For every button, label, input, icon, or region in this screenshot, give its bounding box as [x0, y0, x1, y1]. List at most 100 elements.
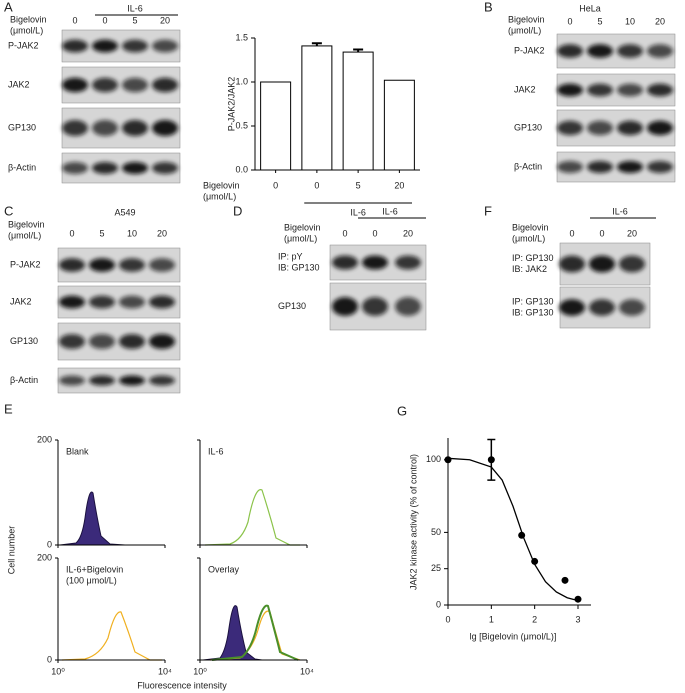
row-label: β-Actin [514, 161, 542, 171]
lane-label: 5 [99, 228, 104, 238]
x-tick-label: 10⁰ [193, 666, 207, 676]
cell-line-label: HeLa [579, 3, 601, 13]
blot-band [152, 77, 178, 93]
treatment-label: IL-6 [127, 3, 143, 13]
blot-band [557, 83, 583, 97]
blot-band [59, 258, 85, 272]
blot-band [619, 255, 645, 273]
blot-band [559, 299, 585, 316]
blot-band [92, 39, 118, 53]
x-tick-label: 1 [489, 614, 494, 624]
panel-letter: A [4, 0, 13, 14]
blot-band [557, 161, 583, 173]
blot-band [92, 162, 118, 174]
lane-label: 20 [627, 228, 637, 238]
dose-unit: (μmol/L) [10, 25, 43, 35]
row-label: IB: JAK2 [512, 264, 547, 274]
panel-letter: B [484, 0, 493, 14]
y-tick-label: 25 [431, 563, 441, 573]
group-label: IL-6 [350, 207, 366, 217]
lane-label: 20 [160, 15, 170, 25]
row-label: IP: GP130 [512, 296, 554, 306]
y-axis-label: Cell number [6, 526, 16, 575]
blot-band [152, 120, 178, 136]
panel-letter: G [397, 403, 407, 418]
row-label: P-JAK2 [8, 40, 39, 50]
blot-band [557, 44, 583, 58]
panel-letter: C [4, 203, 13, 218]
blot-band [395, 255, 421, 270]
lane-label: 20 [403, 228, 413, 238]
blot-band [149, 375, 175, 386]
blot-band [62, 162, 88, 174]
y-tick-label: 100 [426, 454, 441, 464]
lane-label: 0 [567, 16, 572, 26]
blot-band [152, 39, 178, 53]
data-point [531, 557, 539, 565]
blot-band [557, 120, 583, 136]
blot-band [647, 44, 673, 58]
row-label: GP130 [10, 336, 38, 346]
dose-label: Bigelovin [508, 14, 545, 24]
blot-band [62, 120, 88, 136]
blot-band [332, 255, 358, 270]
blot-band [89, 295, 115, 309]
row-label: GP130 [278, 301, 306, 311]
blot-band [647, 83, 673, 97]
blot-band [122, 162, 148, 174]
blot-band [149, 258, 175, 272]
blot-band [89, 258, 115, 272]
y-tick-label: 0.0 [235, 164, 248, 174]
y-tick-label: 200 [37, 434, 52, 444]
blot-band [122, 39, 148, 53]
blot-band [62, 39, 88, 53]
blot-band [119, 258, 145, 272]
data-point [518, 531, 526, 539]
row-label: β-Actin [8, 162, 36, 172]
plot-label: IL-6 [208, 446, 224, 456]
plot-label: Blank [66, 446, 89, 456]
blot-band [619, 299, 645, 316]
x-tick-label: 2 [532, 614, 537, 624]
lane-label: 20 [157, 228, 167, 238]
x-tick-label: 0 [445, 614, 450, 624]
blot-band [362, 297, 388, 316]
data-point [487, 456, 495, 464]
blank-peak [59, 491, 126, 546]
blot-band [119, 375, 145, 386]
blot-band [92, 120, 118, 136]
blot-band [617, 44, 643, 58]
plot-label: Overlay [208, 564, 240, 574]
y-tick-label: 1.0 [235, 76, 248, 86]
dose-unit: (μmol/L) [512, 233, 545, 243]
row-label: P-JAK2 [10, 259, 41, 269]
lane-label: 10 [625, 16, 635, 26]
panel-letter: E [4, 401, 13, 416]
blot-band [617, 161, 643, 173]
blot-band [332, 297, 358, 316]
x-axis-label: Fluorescence intensity [137, 680, 227, 690]
blot-band [589, 299, 615, 316]
x-tick-label: 10⁰ [51, 666, 65, 676]
blot-band [119, 295, 145, 309]
blot-band [59, 375, 85, 386]
il6-peak [204, 489, 300, 546]
y-tick-label: 0 [436, 599, 441, 609]
dose-label: Bigelovin [8, 219, 45, 229]
row-label: IB: GP130 [278, 262, 320, 272]
lane-label: 0 [569, 228, 574, 238]
blot-band [89, 375, 115, 386]
data-point [561, 576, 569, 584]
blot-band [617, 83, 643, 97]
panel-letter: F [484, 203, 492, 218]
row-label: P-JAK2 [514, 45, 545, 55]
blot-band [62, 77, 88, 93]
row-label: JAK2 [514, 84, 536, 94]
blot-band [617, 120, 643, 136]
dose-unit: (μmol/L) [284, 233, 317, 243]
row-label: IP: pY [278, 251, 303, 261]
blot-band [92, 77, 118, 93]
blot-band [647, 120, 673, 136]
blot-band [89, 334, 115, 349]
